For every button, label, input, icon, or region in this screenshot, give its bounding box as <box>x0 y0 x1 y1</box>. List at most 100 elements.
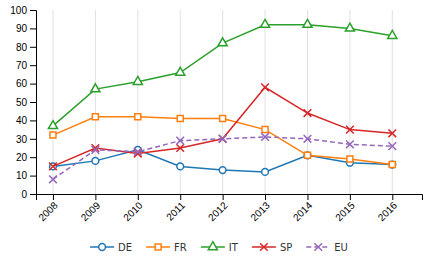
tick: 2016 <box>376 194 400 223</box>
point <box>176 144 184 152</box>
tick-mark <box>95 194 96 200</box>
tick-mark <box>53 194 54 200</box>
legend: DE FR IT SP EU <box>90 242 348 253</box>
point <box>389 161 396 168</box>
point <box>176 67 185 75</box>
tick: 30 <box>16 134 36 145</box>
point <box>304 152 310 158</box>
legend-label: FR <box>174 242 187 253</box>
legend-item: EU <box>306 242 348 253</box>
series-group <box>48 19 396 183</box>
tick-mark <box>138 194 139 200</box>
point <box>135 114 141 120</box>
tick: 70 <box>16 60 36 71</box>
tick-label: 2014 <box>291 199 315 223</box>
tick: 2012 <box>206 194 230 223</box>
point <box>134 148 142 156</box>
series-line <box>53 87 392 166</box>
series-line <box>53 137 392 179</box>
point <box>388 142 396 150</box>
legend-item: FR <box>146 242 187 253</box>
legend-marker <box>99 244 106 251</box>
point <box>346 126 354 134</box>
tick-mark <box>30 139 36 140</box>
tick: 50 <box>16 97 36 108</box>
legend-marker <box>155 244 161 250</box>
legend-item: DE <box>90 242 132 253</box>
point <box>304 152 311 159</box>
point <box>91 84 100 92</box>
tick-label: 80 <box>16 42 28 53</box>
point <box>92 157 99 164</box>
tick-mark <box>350 194 351 200</box>
tick-label: 2012 <box>206 199 230 223</box>
legend-item: IT <box>201 242 239 253</box>
point <box>303 19 312 27</box>
tick: 2011 <box>164 194 187 223</box>
tick-label: 2011 <box>164 199 187 222</box>
legend-label: SP <box>280 242 292 253</box>
tick: 2008 <box>36 194 60 223</box>
y-axis: 0102030405060708090100 <box>10 5 36 200</box>
point <box>261 83 269 91</box>
tick: 2013 <box>248 194 272 223</box>
tick-label: 2010 <box>121 199 145 223</box>
point <box>304 135 312 143</box>
tick-label: 0 <box>21 189 27 200</box>
legend-item: SP <box>252 242 292 253</box>
tick-mark <box>30 120 36 121</box>
point <box>49 163 57 171</box>
tick-label: 2016 <box>376 199 400 223</box>
tick: 40 <box>16 115 36 126</box>
tick: 2015 <box>333 194 357 223</box>
tick-label: 40 <box>16 115 28 126</box>
point <box>49 175 57 183</box>
tick-mark <box>30 28 36 29</box>
legend-label: DE <box>118 242 132 253</box>
x-axis: 2008 2009 2010 2011 2012 2013 2014 2015 2016 <box>36 194 422 223</box>
tick: 2009 <box>79 194 103 223</box>
plot-area: 2008200920102011201220132014201520160102… <box>10 5 422 223</box>
point <box>50 132 56 138</box>
tick: 2014 <box>291 194 315 223</box>
tick-mark <box>223 194 224 200</box>
point <box>346 140 354 148</box>
tick: 90 <box>16 23 36 34</box>
tick-mark <box>180 194 181 200</box>
tick: 0 <box>21 189 36 200</box>
point <box>177 163 184 170</box>
point <box>389 162 395 168</box>
tick-label: 2009 <box>79 199 103 223</box>
tick-mark <box>30 157 36 158</box>
point <box>260 19 269 27</box>
grid-line <box>95 10 96 194</box>
tick-mark <box>30 194 36 195</box>
tick-mark <box>30 65 36 66</box>
grid <box>53 10 392 194</box>
point <box>388 129 396 137</box>
point <box>50 163 57 170</box>
tick-label: 2013 <box>248 199 272 223</box>
point <box>261 133 269 141</box>
point <box>388 30 397 38</box>
tick-label: 2008 <box>36 199 60 223</box>
tick-label: 70 <box>16 60 28 71</box>
axis-line <box>37 195 423 201</box>
legend-label: EU <box>334 242 348 253</box>
point <box>176 137 184 145</box>
legend-marker <box>208 242 217 250</box>
axis-line <box>30 11 37 195</box>
tick-label: 100 <box>10 5 27 16</box>
legend-marker <box>260 243 268 251</box>
point <box>220 116 226 122</box>
series-line <box>53 117 392 165</box>
point <box>262 127 268 133</box>
tick-label: 50 <box>16 97 28 108</box>
point <box>345 23 354 31</box>
tick: 20 <box>16 152 36 163</box>
tick-mark <box>307 194 308 200</box>
tick: 60 <box>16 78 36 89</box>
tick-label: 90 <box>16 23 28 34</box>
tick-mark <box>30 84 36 85</box>
legend-label: IT <box>229 242 239 253</box>
